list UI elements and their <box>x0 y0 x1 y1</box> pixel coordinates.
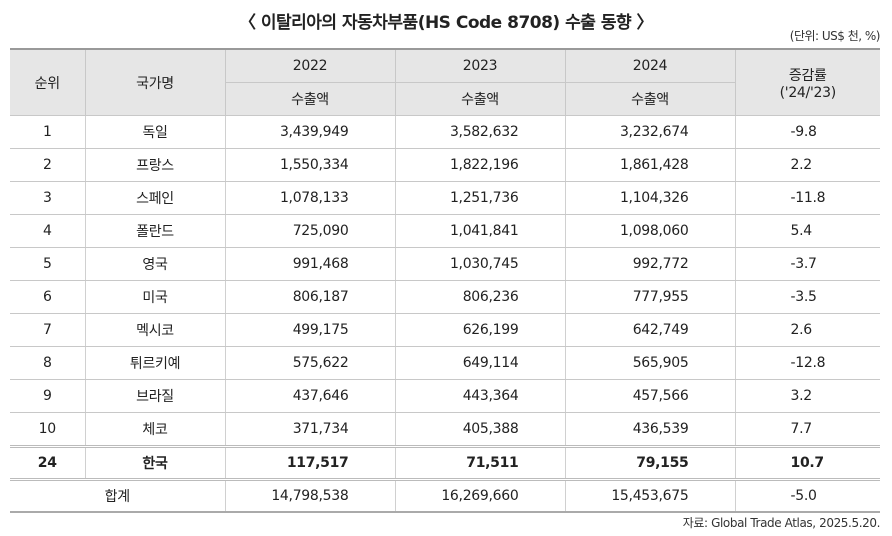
value-2022-cell: 371,734 <box>224 412 395 447</box>
country-cell: 미국 <box>84 280 225 314</box>
rate-cell: -3.5 <box>734 280 880 314</box>
rate-cell: 2.2 <box>734 148 880 182</box>
header-export-2024: 수출액 <box>564 82 735 116</box>
value-2022-cell: 117,517 <box>224 445 395 480</box>
value-2022-cell: 806,187 <box>224 280 395 314</box>
header-2022: 2022 <box>224 48 396 83</box>
rate-cell: 10.7 <box>734 445 880 480</box>
value-2022-cell: 991,468 <box>224 247 395 281</box>
table-row: 24 한국 117,517 71,511 79,155 10.7 <box>10 445 880 480</box>
table-row: 10 체코 371,734 405,388 436,539 7.7 <box>10 412 880 447</box>
rank-cell: 1 <box>10 115 85 149</box>
value-2023-cell: 806,236 <box>394 280 565 314</box>
value-2023-cell: 1,030,745 <box>394 247 565 281</box>
value-2024-cell: 436,539 <box>564 412 735 447</box>
rank-cell: 6 <box>10 280 85 314</box>
country-cell: 한국 <box>84 445 225 480</box>
table-title: 〈 이탈리아의 자동차부품(HS Code 8708) 수출 동향 〉 <box>238 13 654 33</box>
value-2023-cell: 626,199 <box>394 313 565 347</box>
value-2024-cell: 642,749 <box>564 313 735 347</box>
rank-cell: 4 <box>10 214 85 248</box>
value-2023-cell: 1,822,196 <box>394 148 565 182</box>
header-2023: 2023 <box>394 48 566 83</box>
value-2024-cell: 1,104,326 <box>564 181 735 215</box>
country-cell: 브라질 <box>84 379 225 413</box>
country-cell: 스페인 <box>84 181 225 215</box>
rank-cell: 2 <box>10 148 85 182</box>
rate-cell: -11.8 <box>734 181 880 215</box>
value-2024-cell: 1,861,428 <box>564 148 735 182</box>
header-2024: 2024 <box>564 48 736 83</box>
rank-cell: 7 <box>10 313 85 347</box>
value-2022-cell: 3,439,949 <box>224 115 395 149</box>
value-2024-cell: 15,453,675 <box>564 478 735 513</box>
country-cell: 체코 <box>84 412 225 447</box>
total-label: 합계 <box>10 478 225 513</box>
rank-cell: 8 <box>10 346 85 380</box>
value-2022-cell: 437,646 <box>224 379 395 413</box>
value-2024-cell: 565,905 <box>564 346 735 380</box>
value-2022-cell: 575,622 <box>224 346 395 380</box>
rate-cell: -12.8 <box>734 346 880 380</box>
header-rate-label: 증감률 <box>788 67 827 84</box>
rank-cell: 9 <box>10 379 85 413</box>
country-cell: 영국 <box>84 247 225 281</box>
rate-cell: -3.7 <box>734 247 880 281</box>
value-2023-cell: 1,041,841 <box>394 214 565 248</box>
table-row: 합계 14,798,538 16,269,660 15,453,675 -5.0 <box>10 478 880 513</box>
rate-cell: 2.6 <box>734 313 880 347</box>
country-cell: 폴란드 <box>84 214 225 248</box>
country-cell: 프랑스 <box>84 148 225 182</box>
rank-cell: 3 <box>10 181 85 215</box>
value-2022-cell: 1,550,334 <box>224 148 395 182</box>
value-2023-cell: 649,114 <box>394 346 565 380</box>
value-2023-cell: 1,251,736 <box>394 181 565 215</box>
rate-cell: 3.2 <box>734 379 880 413</box>
source-note: 자료: Global Trade Atlas, 2025.5.20. <box>682 516 881 530</box>
export-table: 순위 국가명 2022 2023 2024 증감률 ('24/'23) 수출액 수… <box>10 48 880 513</box>
value-2023-cell: 3,582,632 <box>394 115 565 149</box>
rate-cell: -9.8 <box>734 115 880 149</box>
value-2024-cell: 1,098,060 <box>564 214 735 248</box>
country-cell: 독일 <box>84 115 225 149</box>
table-row: 6 미국 806,187 806,236 777,955 -3.5 <box>10 280 880 314</box>
country-cell: 멕시코 <box>84 313 225 347</box>
table-row: 9 브라질 437,646 443,364 457,566 3.2 <box>10 379 880 413</box>
table-row: 4 폴란드 725,090 1,041,841 1,098,060 5.4 <box>10 214 880 248</box>
value-2023-cell: 16,269,660 <box>394 478 565 513</box>
value-2023-cell: 443,364 <box>394 379 565 413</box>
table-row: 2 프랑스 1,550,334 1,822,196 1,861,428 2.2 <box>10 148 880 182</box>
table-row: 5 영국 991,468 1,030,745 992,772 -3.7 <box>10 247 880 281</box>
table-row: 1 독일 3,439,949 3,582,632 3,232,674 -9.8 <box>10 115 880 149</box>
value-2023-cell: 405,388 <box>394 412 565 447</box>
header-rate-sub: ('24/'23) <box>779 84 837 101</box>
table-row: 7 멕시코 499,175 626,199 642,749 2.6 <box>10 313 880 347</box>
rank-cell: 10 <box>10 412 85 447</box>
rate-cell: 5.4 <box>734 214 880 248</box>
rank-cell: 5 <box>10 247 85 281</box>
header-rank: 순위 <box>10 48 86 116</box>
value-2024-cell: 79,155 <box>564 445 735 480</box>
table-row: 3 스페인 1,078,133 1,251,736 1,104,326 -11.8 <box>10 181 880 215</box>
header-country: 국가명 <box>84 48 226 116</box>
rate-cell: -5.0 <box>734 478 880 513</box>
country-cell: 튀르키예 <box>84 346 225 380</box>
value-2024-cell: 3,232,674 <box>564 115 735 149</box>
value-2022-cell: 1,078,133 <box>224 181 395 215</box>
value-2024-cell: 992,772 <box>564 247 735 281</box>
header-export-2023: 수출액 <box>394 82 566 116</box>
header-rate: 증감률 ('24/'23) <box>734 48 880 116</box>
value-2024-cell: 777,955 <box>564 280 735 314</box>
value-2022-cell: 14,798,538 <box>224 478 395 513</box>
rate-cell: 7.7 <box>734 412 880 447</box>
value-2022-cell: 725,090 <box>224 214 395 248</box>
value-2024-cell: 457,566 <box>564 379 735 413</box>
unit-note: (단위: US$ 천, %) <box>789 29 881 43</box>
rank-cell: 24 <box>10 445 85 480</box>
value-2023-cell: 71,511 <box>394 445 565 480</box>
value-2022-cell: 499,175 <box>224 313 395 347</box>
header-export-2022: 수출액 <box>225 82 396 116</box>
table-row: 8 튀르키예 575,622 649,114 565,905 -12.8 <box>10 346 880 380</box>
